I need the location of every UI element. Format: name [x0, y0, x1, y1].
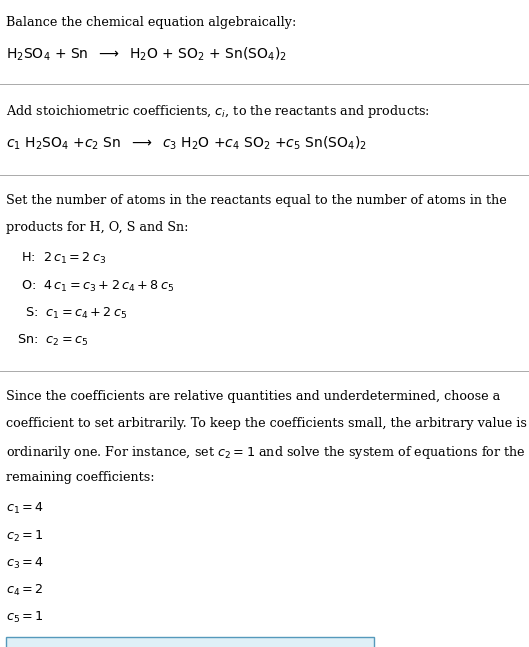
Text: $c_4 = 2$: $c_4 = 2$ — [6, 583, 44, 598]
FancyBboxPatch shape — [6, 637, 374, 647]
Text: $c_3 = 4$: $c_3 = 4$ — [6, 556, 44, 571]
Text: S:  $c_1 = c_4 + 2\,c_5$: S: $c_1 = c_4 + 2\,c_5$ — [17, 305, 127, 321]
Text: Since the coefficients are relative quantities and underdetermined, choose a: Since the coefficients are relative quan… — [6, 389, 500, 403]
Text: coefficient to set arbitrarily. To keep the coefficients small, the arbitrary va: coefficient to set arbitrarily. To keep … — [6, 417, 527, 430]
Text: $c_2 = 1$: $c_2 = 1$ — [6, 529, 44, 543]
Text: O:  $4\,c_1 = c_3 + 2\,c_4 + 8\,c_5$: O: $4\,c_1 = c_3 + 2\,c_4 + 8\,c_5$ — [17, 278, 174, 294]
Text: Balance the chemical equation algebraically:: Balance the chemical equation algebraica… — [6, 16, 297, 29]
Text: $c_5 = 1$: $c_5 = 1$ — [6, 610, 44, 625]
Text: $c_1$ $\mathregular{H_2SO_4}$ $+ c_2$ Sn $\;\longrightarrow\;$ $c_3$ $\mathregul: $c_1$ $\mathregular{H_2SO_4}$ $+ c_2$ Sn… — [6, 135, 367, 152]
Text: Set the number of atoms in the reactants equal to the number of atoms in the: Set the number of atoms in the reactants… — [6, 194, 507, 207]
Text: products for H, O, S and Sn:: products for H, O, S and Sn: — [6, 221, 189, 234]
Text: remaining coefficients:: remaining coefficients: — [6, 471, 155, 485]
Text: ordinarily one. For instance, set $c_2 = 1$ and solve the system of equations fo: ordinarily one. For instance, set $c_2 =… — [6, 444, 526, 461]
Text: Sn:  $c_2 = c_5$: Sn: $c_2 = c_5$ — [17, 333, 88, 348]
Text: $\mathregular{H_2SO_4}$ $+$ Sn $\;\longrightarrow\;$ $\mathregular{H_2O}$ $+$ $\: $\mathregular{H_2SO_4}$ $+$ Sn $\;\longr… — [6, 46, 287, 63]
Text: H:  $2\,c_1 = 2\,c_3$: H: $2\,c_1 = 2\,c_3$ — [17, 251, 106, 267]
Text: Add stoichiometric coefficients, $c_i$, to the reactants and products:: Add stoichiometric coefficients, $c_i$, … — [6, 103, 430, 120]
Text: $c_1 = 4$: $c_1 = 4$ — [6, 501, 44, 516]
